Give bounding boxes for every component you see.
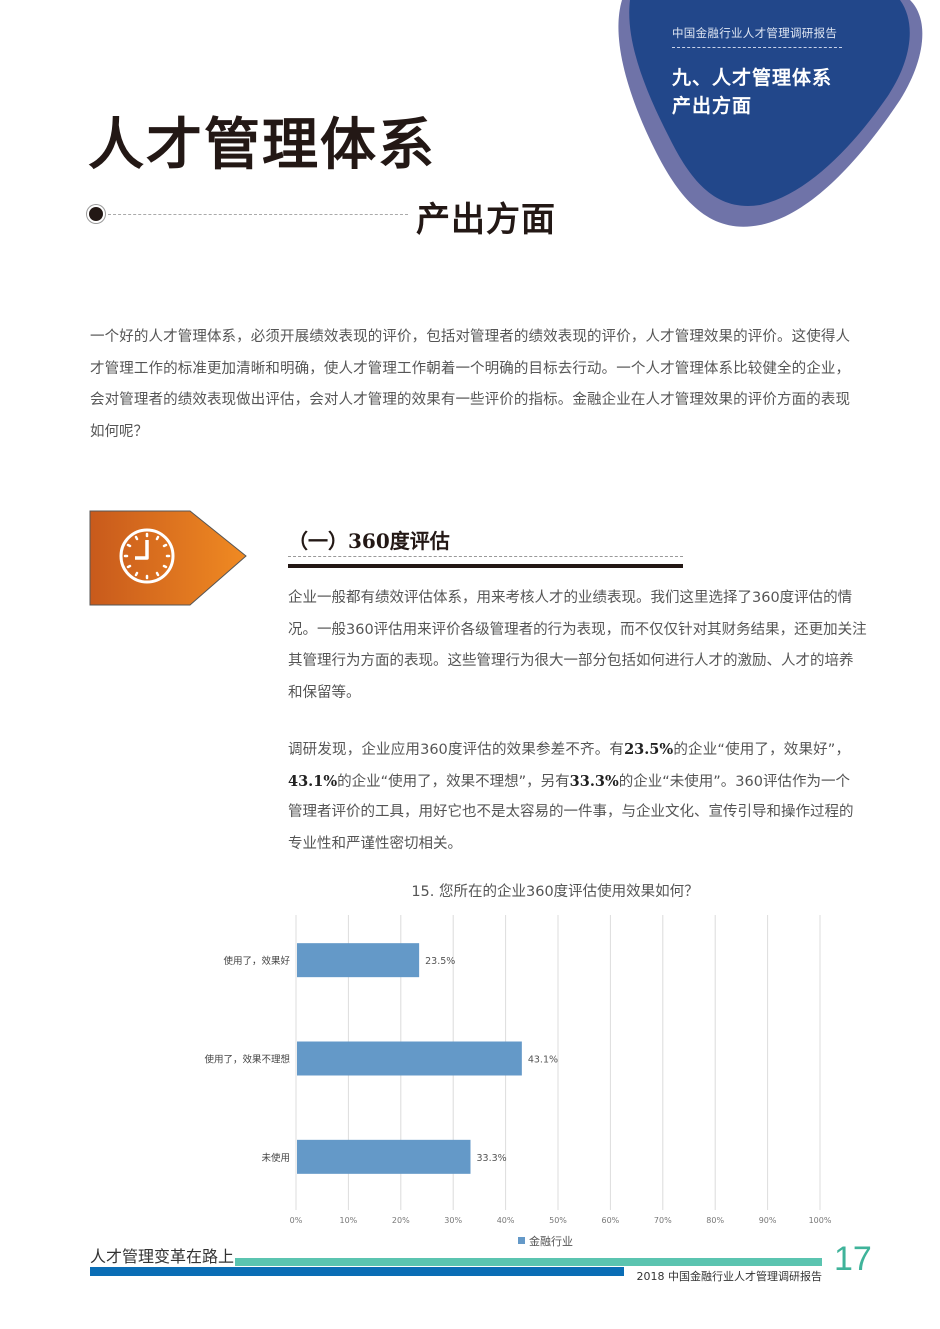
section-paragraph-2: 调研发现，企业应用360度评估的效果参差不齐。有23.5%的企业“使用了，效果好…: [288, 734, 854, 860]
data-label: 43.1%: [528, 1055, 558, 1066]
bullet-dot-icon: [89, 207, 103, 221]
x-tick-label: 20%: [392, 1216, 410, 1225]
dashed-divider: [108, 214, 408, 215]
category-label: 未使用: [261, 1152, 290, 1164]
text-line: 一个好的人才管理体系，必须开展绩效表现的评价，包括对管理者的绩效表现的评价，人才…: [90, 329, 850, 345]
bar: [297, 943, 420, 978]
text-line: 调研发现，企业应用360度评估的效果参差不齐。有23.5%的企业“使用了，效果好…: [288, 734, 850, 766]
text-line: 专业性和严谨性密切相关。: [288, 835, 462, 852]
highlight-value: 43.1%: [288, 772, 338, 790]
bar: [297, 1041, 522, 1076]
chapter-corner-badge: [618, 0, 923, 227]
section-underline: [288, 564, 683, 568]
x-tick-label: 60%: [602, 1216, 620, 1225]
bar-chart: 15. 您所在的企业360度评估使用效果如何？ 使用了，效果好 23.5% 使用了，…: [204, 882, 832, 1248]
highlight-value: 23.5%: [624, 741, 674, 758]
chart-title: 15. 您所在的企业360度评估使用效果如何？: [411, 882, 698, 900]
data-label: 23.5%: [425, 956, 455, 967]
x-tick-label: 100%: [809, 1216, 832, 1225]
chapter-title-line2: 产出方面: [672, 95, 753, 117]
badge-inner-shape: [629, 0, 910, 206]
section-paragraph-1: 企业一般都有绩效评估体系，用来考核人才的业绩表现。我们这里选择了360度评估的情…: [288, 583, 867, 709]
category-label: 使用了，效果好: [223, 955, 290, 967]
divider: [672, 47, 842, 48]
intro-paragraph: 一个好的人才管理体系，必须开展绩效表现的评价，包括对管理者的绩效表现的评价，人才…: [90, 322, 850, 448]
text: 的企业“使用了，效果不理想”，另有: [337, 773, 570, 790]
x-tick-label: 80%: [706, 1216, 724, 1225]
text-line: 43.1%的企业“使用了，效果不理想”，另有33.3%的企业“未使用”。360评…: [288, 766, 850, 798]
x-tick-label: 10%: [340, 1216, 358, 1225]
page-title: 人才管理体系: [88, 112, 436, 178]
chapter-title-line1: 九、人才管理体系: [672, 67, 833, 89]
x-tick-label: 90%: [759, 1216, 777, 1225]
data-label: 33.3%: [476, 1153, 506, 1164]
clock-icon: [119, 528, 175, 584]
footer-bar-blue: [90, 1267, 624, 1276]
category-label: 使用了，效果不理想: [204, 1054, 290, 1066]
highlight-value: 33.3%: [569, 772, 619, 790]
page-number: 17: [834, 1240, 872, 1278]
text-line: 才管理工作的标准更加清晰和明确，使人才管理工作朝着一个明确的目标去行动。一个人才…: [90, 360, 850, 377]
footer-slogan: 人才管理变革在路上: [90, 1247, 235, 1266]
section-title: （一）360度评估: [288, 529, 450, 553]
text-line: 企业一般都有绩效评估体系，用来考核人才的业绩表现。我们这里选择了360度评估的情: [288, 590, 853, 606]
text-line: 如何呢？: [90, 423, 148, 440]
dashed-divider: [288, 556, 683, 557]
text: 的企业“未使用”。360评估作为一个: [618, 773, 851, 790]
text-line: 会对管理者的绩效表现做出评估，会对人才管理的效果有一些评价的指标。金融企业在人才…: [90, 392, 850, 409]
page-subtitle: 产出方面: [416, 200, 556, 240]
x-tick-label: 50%: [549, 1216, 567, 1225]
text-line: 况。一般360评估用来评价各级管理者的行为表现，而不仅仅针对其财务结果，还更加关…: [288, 621, 867, 638]
bar: [297, 1139, 471, 1174]
x-tick-label: 40%: [497, 1216, 515, 1225]
report-name: 中国金融行业人才管理调研报告: [672, 26, 838, 40]
legend-label: 金融行业: [529, 1234, 573, 1248]
text-line: 管理者评价的工具，用好它也不是太容易的一件事，与企业文化、宣传引导和操作过程的: [288, 804, 854, 821]
x-tick-label: 0%: [290, 1216, 303, 1225]
section-tag: [89, 510, 247, 606]
footer-report-name: 2018 中国金融行业人才管理调研报告: [636, 1270, 823, 1283]
text: 调研发现，企业应用360度评估的效果参差不齐。有: [288, 742, 625, 758]
text-line: 和保留等。: [288, 684, 361, 701]
x-tick-label: 70%: [654, 1216, 672, 1225]
footer-bar-teal: [235, 1258, 822, 1266]
legend-swatch: [518, 1237, 525, 1244]
legend: 金融行业: [518, 1234, 573, 1248]
text: 的企业“使用了，效果好”，: [673, 742, 850, 758]
chapter-title: 九、人才管理体系 产出方面: [672, 64, 832, 120]
text-line: 其管理行为方面的表现。这些管理行为很大一部分包括如何进行人才的激励、人才的培养: [288, 653, 854, 670]
x-tick-label: 30%: [444, 1216, 462, 1225]
